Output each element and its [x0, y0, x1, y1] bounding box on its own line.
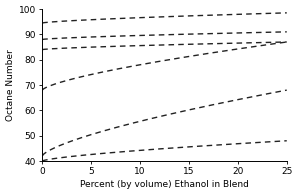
X-axis label: Percent (by volume) Ethanol in Blend: Percent (by volume) Ethanol in Blend: [80, 180, 249, 190]
Y-axis label: Octane Number: Octane Number: [6, 49, 15, 121]
